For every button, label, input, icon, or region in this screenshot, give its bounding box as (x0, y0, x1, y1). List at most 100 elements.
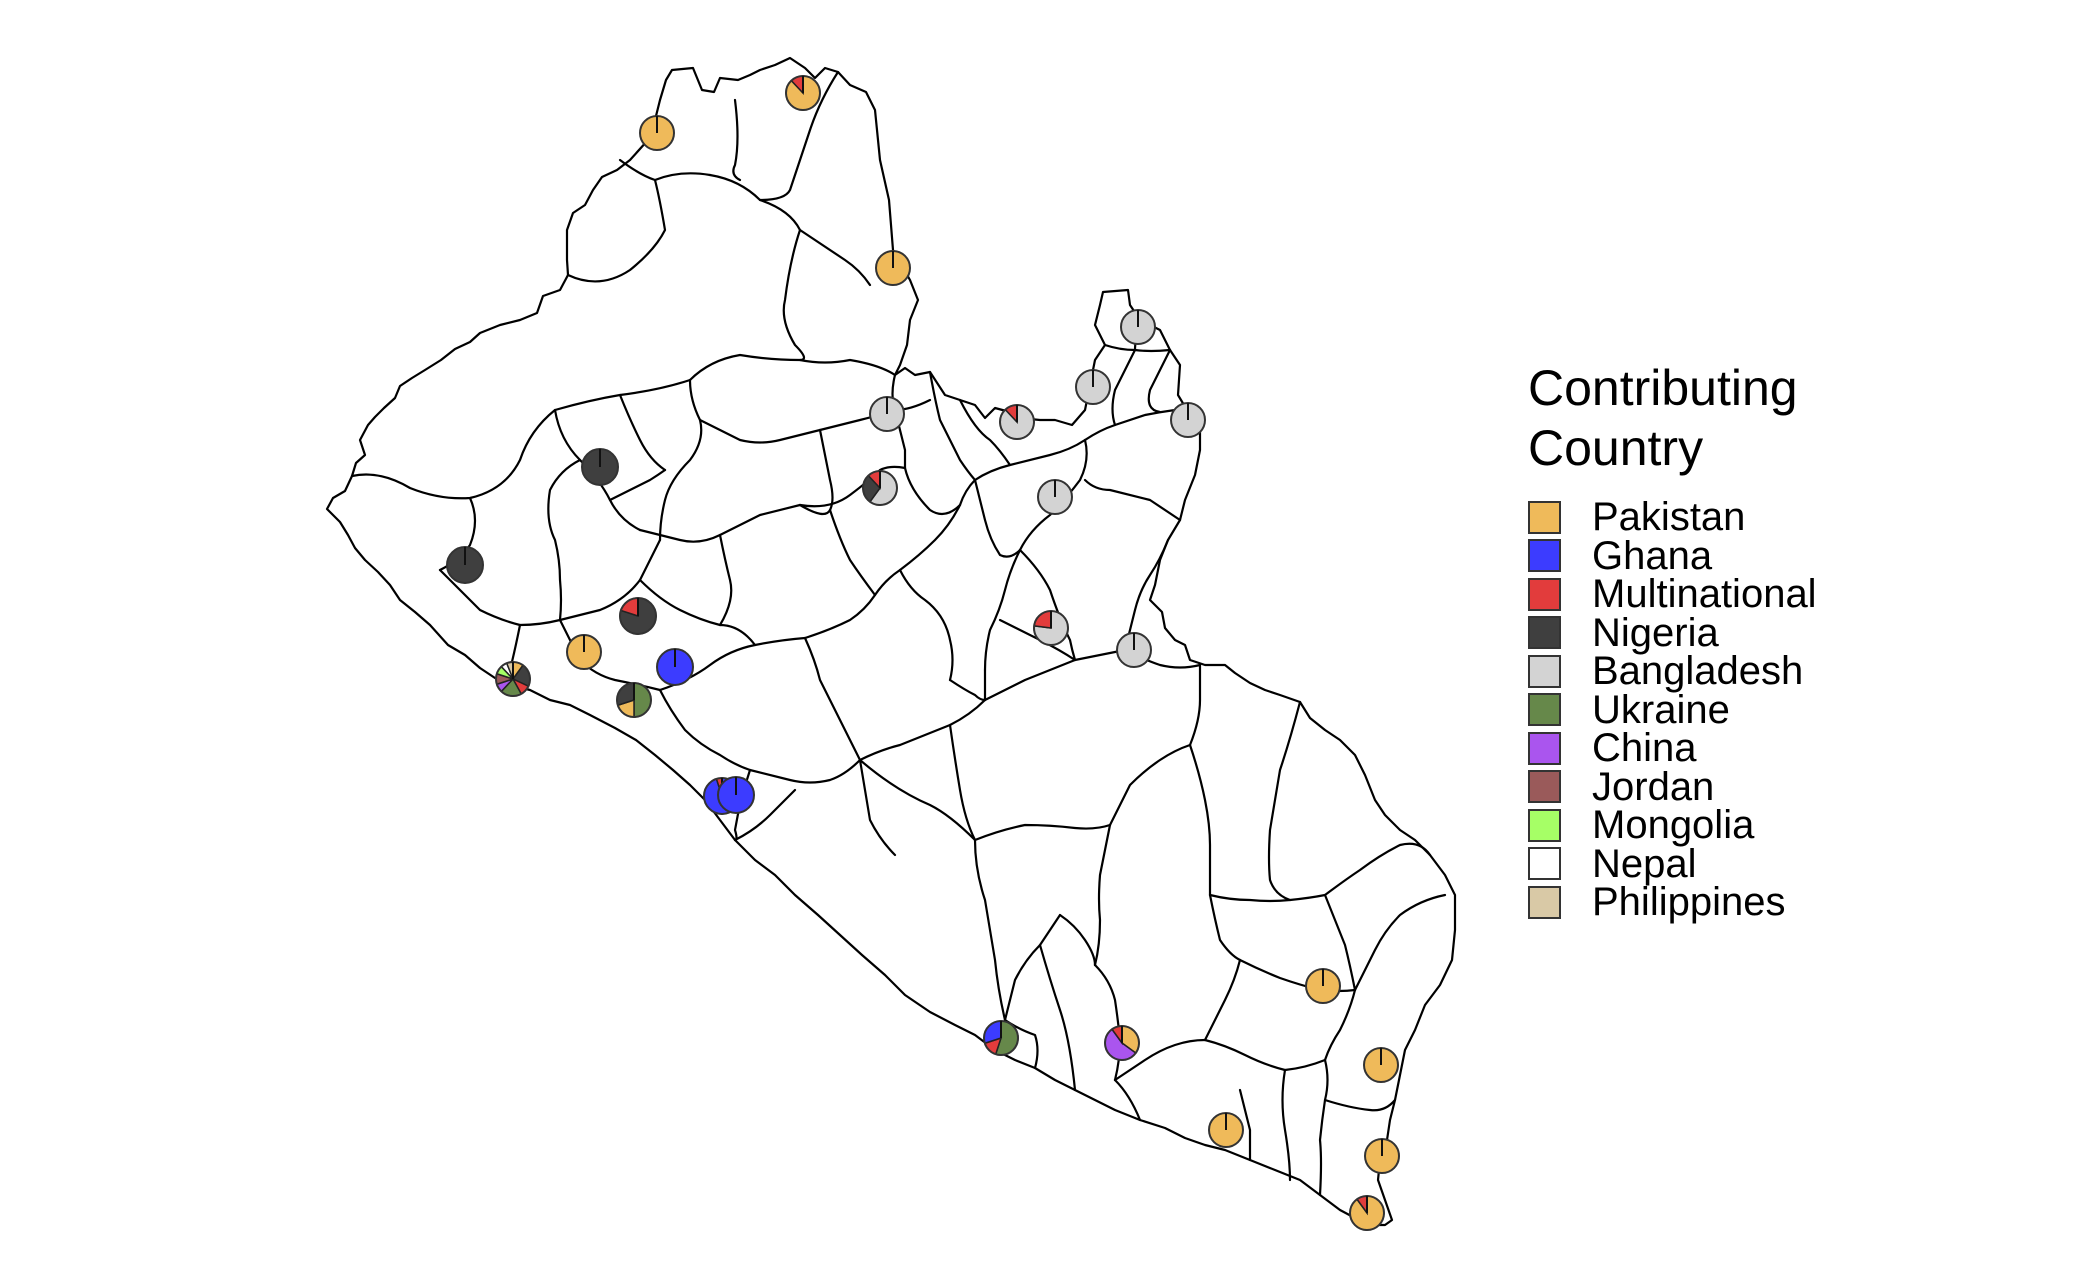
district-boundary (983, 648, 1127, 702)
legend-item: China (1528, 728, 1817, 768)
district-boundary (858, 758, 977, 842)
legend-item: Ghana (1528, 533, 1817, 578)
district-boundary (1058, 913, 1097, 967)
district-boundary (782, 228, 806, 362)
legend-label: Multinational (1592, 572, 1817, 617)
legend-item: Pakistan (1528, 497, 1817, 537)
district-boundary (558, 538, 662, 622)
district-boundary (1123, 538, 1170, 652)
legend-label: Philippines (1592, 880, 1786, 925)
district-boundary (1188, 663, 1202, 747)
legend-swatch (1528, 539, 1561, 573)
pie-marker (1104, 1025, 1140, 1061)
pie-marker (619, 597, 657, 635)
district-boundary (1281, 1068, 1292, 1182)
legend-swatch (1528, 693, 1561, 727)
legend-swatch (1528, 731, 1561, 765)
district-boundary (1113, 1038, 1207, 1082)
district-boundary (973, 478, 1022, 558)
district-boundary (1323, 842, 1432, 897)
district-boundary (1353, 893, 1447, 992)
district-boundary (1038, 943, 1077, 1092)
district-boundary (566, 172, 712, 283)
district-boundary (608, 468, 667, 502)
district-boundary (1208, 893, 1327, 903)
district-boundary (1318, 1058, 1329, 1197)
district-boundary (1238, 1088, 1252, 1162)
pie-marker (1208, 1112, 1244, 1148)
legend-swatch (1528, 885, 1561, 919)
pie-marker (1120, 309, 1156, 345)
district-boundary (1208, 893, 1242, 962)
district-boundary (1267, 700, 1302, 902)
district-boundary (618, 393, 667, 472)
district-boundary (1147, 348, 1172, 414)
legend-label: Nigeria (1592, 610, 1719, 655)
district-boundary (618, 158, 657, 182)
contingent-pies (446, 75, 1400, 1231)
legend-swatch (1528, 577, 1561, 611)
district-boundary (898, 478, 977, 572)
district-boundary (638, 578, 757, 647)
pie-marker (616, 682, 652, 718)
district-boundary (948, 723, 977, 842)
pie-marker (862, 470, 898, 506)
district-boundary (718, 533, 733, 627)
pie-marker (1033, 610, 1069, 646)
legend-item: Ukraine (1528, 690, 1817, 730)
pie-marker (983, 1020, 1019, 1056)
legend-item: Philippines (1528, 880, 1817, 925)
pie-marker (1349, 1195, 1385, 1231)
legend-label: Ghana (1592, 533, 1713, 578)
pie-marker (495, 661, 531, 697)
legend-swatch (1528, 654, 1561, 688)
pie-marker (1170, 402, 1206, 438)
district-boundary (1323, 893, 1357, 992)
pie-marker (1116, 632, 1152, 668)
district-boundary (958, 398, 1012, 467)
district-boundary (898, 568, 954, 682)
district-boundary (928, 370, 977, 482)
district-boundary (1188, 743, 1212, 897)
legend-swatch (1528, 770, 1561, 804)
district-boundary (858, 758, 897, 857)
district-boundary (438, 568, 562, 627)
legend-items: Pakistan Ghana Multinational Nigeria Banglad… (1528, 497, 1817, 925)
district-boundary (658, 378, 703, 542)
district-boundary (748, 758, 862, 784)
district-boundary (1113, 1078, 1142, 1122)
legend-swatch (1528, 500, 1561, 534)
district-boundary (698, 418, 822, 444)
district-boundary (973, 838, 1007, 1022)
pie-marker (1363, 1047, 1399, 1083)
district-boundary (1111, 348, 1137, 427)
district-boundary (803, 636, 862, 762)
pie-marker (656, 648, 694, 686)
legend-title: Contributing Country (1528, 360, 1798, 476)
pie-marker (875, 250, 911, 286)
pie-marker (785, 75, 821, 111)
district-boundary (658, 688, 752, 772)
legend-label: Mongolia (1592, 803, 1755, 848)
pie-marker (639, 115, 675, 151)
district-boundary (948, 678, 987, 702)
country-outline (325, 56, 1457, 1227)
legend-item: Jordan (1528, 767, 1817, 807)
district-boundary (903, 466, 962, 516)
pie-marker (1075, 369, 1111, 405)
district-boundary (1203, 958, 1242, 1042)
pie-marker (869, 396, 905, 432)
district-boundary (732, 98, 742, 182)
district-boundary (858, 698, 987, 762)
pie-marker (566, 634, 602, 670)
legend-item: Bangladesh (1528, 651, 1817, 691)
pie-marker (717, 776, 755, 814)
legend-item: Multinational (1528, 572, 1817, 617)
pie-marker (581, 448, 619, 486)
district-boundary (973, 823, 1112, 842)
district-boundaries (325, 56, 1457, 1227)
legend-item: Nigeria (1528, 610, 1817, 655)
legend-label: Nepal (1592, 841, 1697, 886)
legend-swatch (1528, 847, 1561, 881)
